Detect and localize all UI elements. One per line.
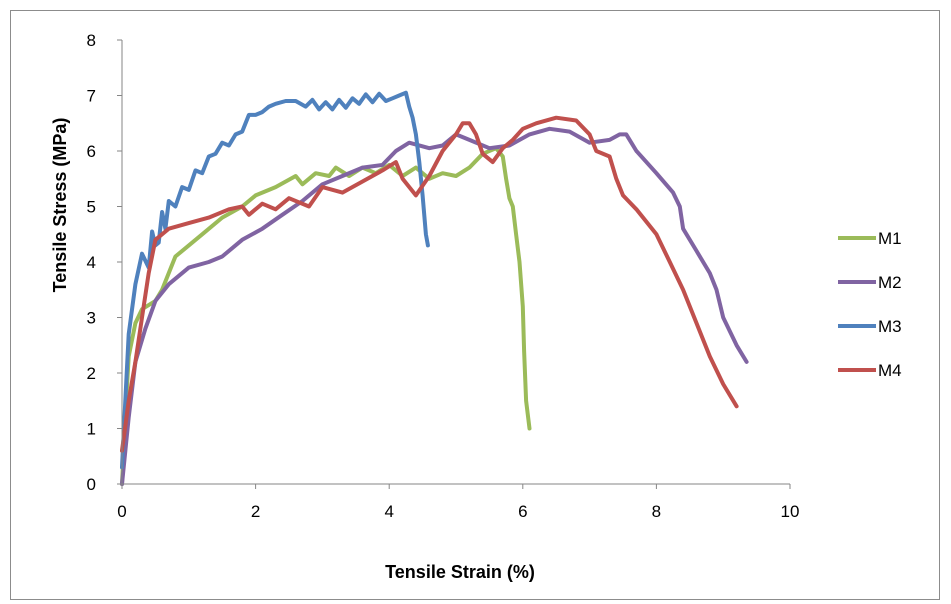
x-tick-label: 0 xyxy=(117,502,126,521)
x-tick-label: 2 xyxy=(251,502,260,521)
y-tick-label: 2 xyxy=(87,364,96,383)
plot-lines xyxy=(120,90,749,486)
series-line-m3 xyxy=(120,90,430,470)
y-tick-label: 6 xyxy=(87,142,96,161)
x-tick-label: 6 xyxy=(518,502,527,521)
legend: M1 M2 M3 M4 xyxy=(838,229,902,380)
series-line-m2 xyxy=(120,126,749,486)
series-line-m1 xyxy=(120,146,532,486)
y-tick-label: 0 xyxy=(87,475,96,494)
legend-label-m1: M1 xyxy=(878,229,902,248)
axes xyxy=(117,39,791,489)
x-tick-label: 10 xyxy=(781,502,800,521)
y-tick-label: 1 xyxy=(87,420,96,439)
chart-frame xyxy=(10,10,940,600)
y-tick-label: 5 xyxy=(87,198,96,217)
y-tick-label: 3 xyxy=(87,309,96,328)
y-tick-label: 4 xyxy=(87,253,96,272)
legend-label-m4: M4 xyxy=(878,361,902,380)
legend-label-m3: M3 xyxy=(878,317,902,336)
x-tick-label: 8 xyxy=(652,502,661,521)
y-tick-label: 7 xyxy=(87,87,96,106)
tick-labels: 0 2 4 6 8 10 0 1 2 3 4 5 6 7 8 xyxy=(87,31,800,521)
x-axis-title: Tensile Strain (%) xyxy=(385,562,535,582)
y-tick-label: 8 xyxy=(87,31,96,50)
y-axis-title: Tensile Stress (MPa) xyxy=(50,118,70,293)
x-tick-label: 4 xyxy=(384,502,393,521)
legend-label-m2: M2 xyxy=(878,273,902,292)
series-line-m4 xyxy=(120,115,739,453)
